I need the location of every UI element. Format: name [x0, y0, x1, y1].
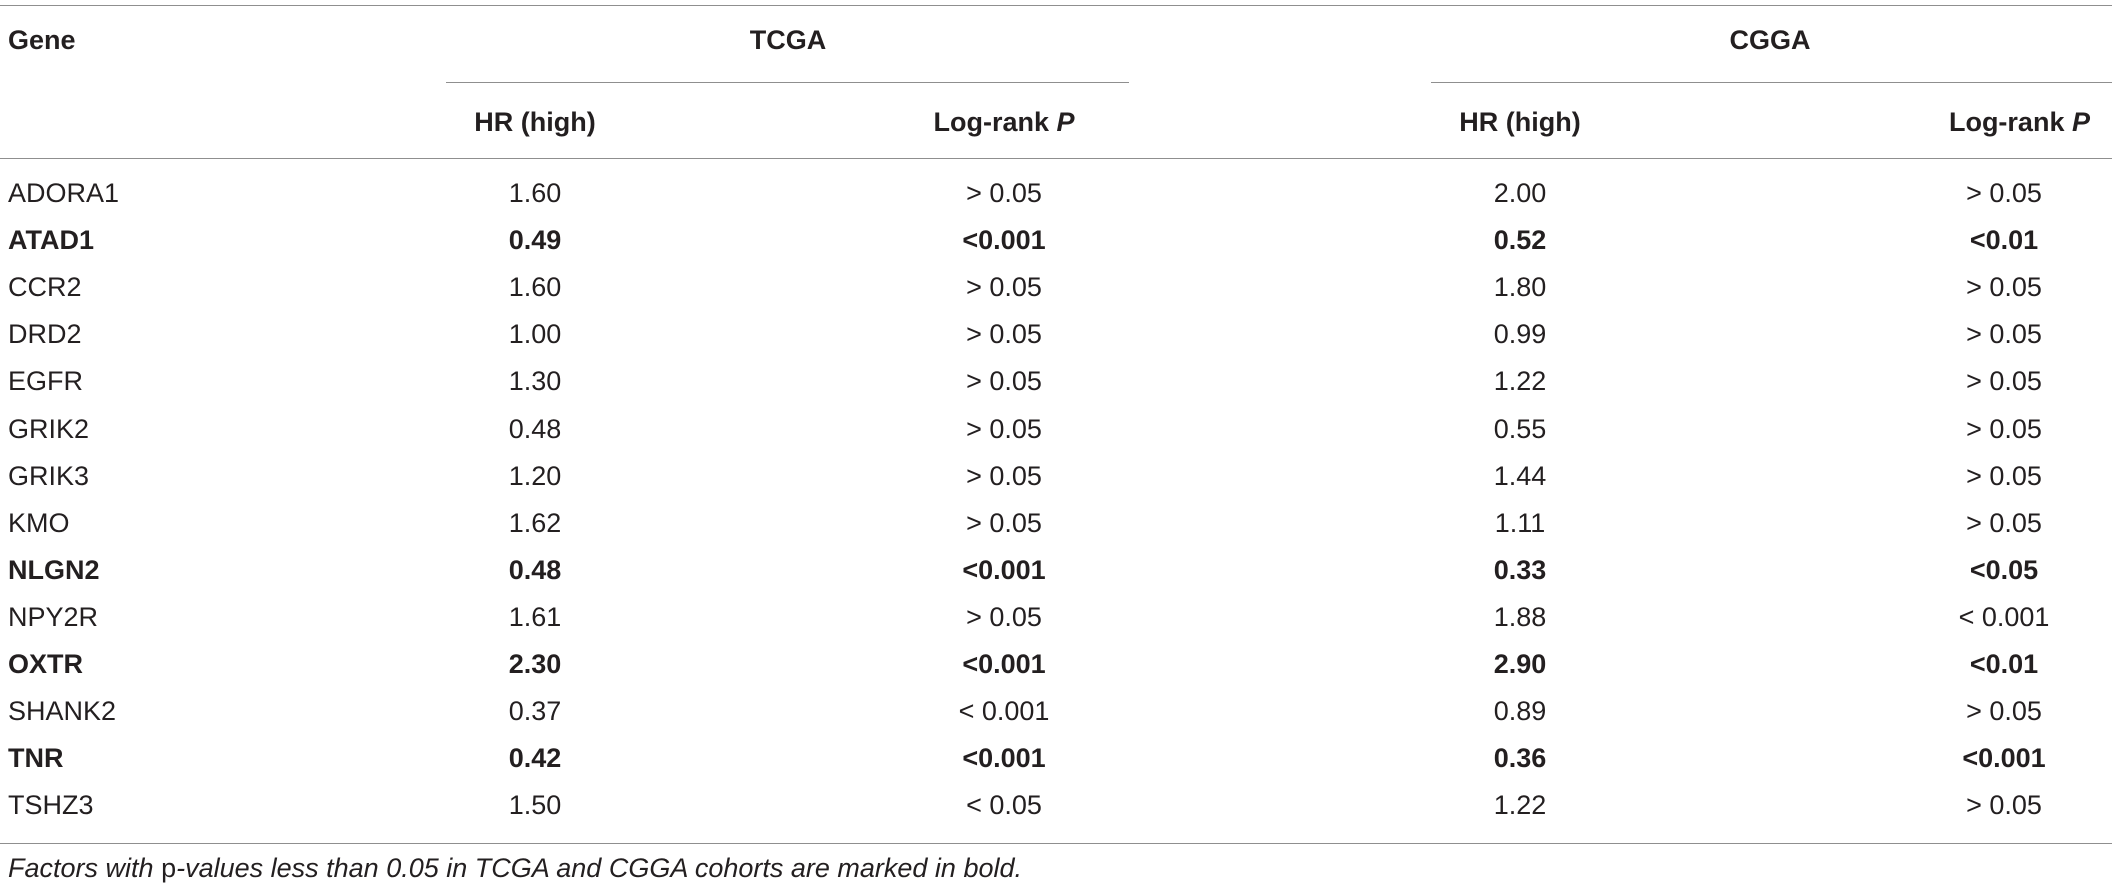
- cgga-p-cell: > 0.05: [1966, 414, 2042, 444]
- tcga-hr-cell: 1.62: [508, 508, 562, 538]
- tcga-p-cell: < 0.05: [966, 790, 1042, 820]
- gene-cell: ADORA1: [8, 178, 120, 208]
- tcga-p-cell: > 0.05: [966, 602, 1042, 632]
- tcga-hr-cell: 1.20: [508, 461, 562, 491]
- tcga-hr-cell: 0.48: [508, 414, 562, 444]
- gene-cell: DRD2: [8, 319, 82, 349]
- gene-cell: NPY2R: [8, 602, 99, 632]
- cgga-hr-cell: 0.33: [1493, 555, 1547, 585]
- tcga-p-cell: < 0.001: [958, 696, 1050, 726]
- header-cgga-hr: HR (high): [1459, 107, 1581, 137]
- cgga-hr-cell: 0.89: [1493, 696, 1547, 726]
- cgga-group-rule: [1431, 82, 2112, 83]
- tcga-hr-cell: 0.49: [508, 225, 562, 255]
- gene-cell: CCR2: [8, 272, 82, 302]
- gene-cell: SHANK2: [8, 696, 117, 726]
- header-bottom-rule: [0, 158, 2112, 159]
- cgga-p-cell: <0.05: [1969, 555, 2039, 585]
- tcga-hr-cell: 1.00: [508, 319, 562, 349]
- footnote-p: p: [161, 853, 177, 883]
- cgga-hr-cell: 1.44: [1493, 461, 1547, 491]
- cgga-hr-cell: 1.22: [1493, 790, 1547, 820]
- cgga-hr-cell: 0.99: [1493, 319, 1547, 349]
- gene-cell: OXTR: [8, 649, 84, 679]
- tcga-p-cell: > 0.05: [966, 272, 1042, 302]
- tcga-hr-cell: 1.50: [508, 790, 562, 820]
- tcga-hr-cell: 1.60: [508, 272, 562, 302]
- p-symbol: P: [2071, 107, 2090, 137]
- tcga-p-cell: <0.001: [962, 555, 1046, 585]
- tcga-p-cell: > 0.05: [966, 461, 1042, 491]
- logrank-label: Log-rank: [933, 107, 1049, 137]
- gene-cell: GRIK2: [8, 414, 90, 444]
- cgga-p-cell: <0.01: [1969, 649, 2039, 679]
- tcga-hr-cell: 0.48: [508, 555, 562, 585]
- cgga-p-cell: > 0.05: [1966, 696, 2042, 726]
- cgga-hr-cell: 1.80: [1493, 272, 1547, 302]
- cgga-hr-cell: 1.22: [1493, 366, 1547, 396]
- cgga-hr-cell: 0.52: [1493, 225, 1547, 255]
- cgga-hr-cell: 1.88: [1493, 602, 1547, 632]
- gene-cell: EGFR: [8, 366, 84, 396]
- header-gene: Gene: [8, 25, 76, 55]
- cgga-hr-cell: 2.00: [1493, 178, 1547, 208]
- header-cgga: CGGA: [1729, 25, 1811, 55]
- gene-cell: NLGN2: [8, 555, 100, 585]
- tcga-p-cell: > 0.05: [966, 508, 1042, 538]
- footnote-text-pre: Factors with: [8, 853, 154, 883]
- tcga-p-cell: <0.001: [962, 649, 1046, 679]
- header-cgga-logrank: Log-rank P: [1949, 106, 2090, 138]
- tcga-p-cell: <0.001: [962, 743, 1046, 773]
- cgga-hr-cell: 0.55: [1493, 414, 1547, 444]
- cgga-p-cell: > 0.05: [1966, 272, 2042, 302]
- tcga-group-rule: [446, 82, 1129, 83]
- tcga-p-cell: > 0.05: [966, 414, 1042, 444]
- gene-cell: ATAD1: [8, 225, 94, 255]
- cgga-p-cell: > 0.05: [1966, 178, 2042, 208]
- logrank-label: Log-rank: [1948, 107, 2065, 137]
- gene-cell: GRIK3: [8, 461, 90, 491]
- top-rule: [0, 5, 2112, 6]
- header-tcga-logrank: Log-rank P: [933, 106, 1074, 138]
- tcga-hr-cell: 2.30: [508, 649, 562, 679]
- cgga-hr-cell: 2.90: [1493, 649, 1547, 679]
- tcga-hr-cell: 0.42: [508, 743, 562, 773]
- gene-cell: TNR: [8, 743, 64, 773]
- tcga-hr-cell: 1.61: [508, 602, 562, 632]
- gene-cell: TSHZ3: [8, 790, 94, 820]
- tcga-p-cell: > 0.05: [966, 319, 1042, 349]
- tcga-p-cell: > 0.05: [966, 366, 1042, 396]
- cgga-p-cell: < 0.001: [1958, 602, 2050, 632]
- cgga-p-cell: > 0.05: [1966, 790, 2042, 820]
- gene-cell: KMO: [8, 508, 70, 538]
- p-symbol: P: [1056, 107, 1075, 137]
- footnote-text-post: -values less than 0.05 in TCGA and CGGA …: [176, 853, 1022, 883]
- cgga-p-cell: <0.01: [1969, 225, 2039, 255]
- cgga-p-cell: > 0.05: [1966, 366, 2042, 396]
- header-tcga-hr: HR (high): [474, 107, 596, 137]
- cgga-p-cell: > 0.05: [1966, 508, 2042, 538]
- cgga-p-cell: > 0.05: [1966, 319, 2042, 349]
- table-bottom-rule: [0, 843, 2112, 844]
- header-tcga: TCGA: [749, 25, 827, 55]
- cgga-p-cell: > 0.05: [1966, 461, 2042, 491]
- tcga-p-cell: <0.001: [962, 225, 1046, 255]
- cgga-hr-cell: 1.11: [1494, 508, 1546, 538]
- tcga-p-cell: > 0.05: [966, 178, 1042, 208]
- cgga-p-cell: <0.001: [1962, 743, 2046, 773]
- table-footnote: Factors with p-values less than 0.05 in …: [8, 852, 1022, 884]
- tcga-hr-cell: 1.30: [508, 366, 562, 396]
- cgga-hr-cell: 0.36: [1493, 743, 1547, 773]
- tcga-hr-cell: 0.37: [508, 696, 562, 726]
- tcga-hr-cell: 1.60: [508, 178, 562, 208]
